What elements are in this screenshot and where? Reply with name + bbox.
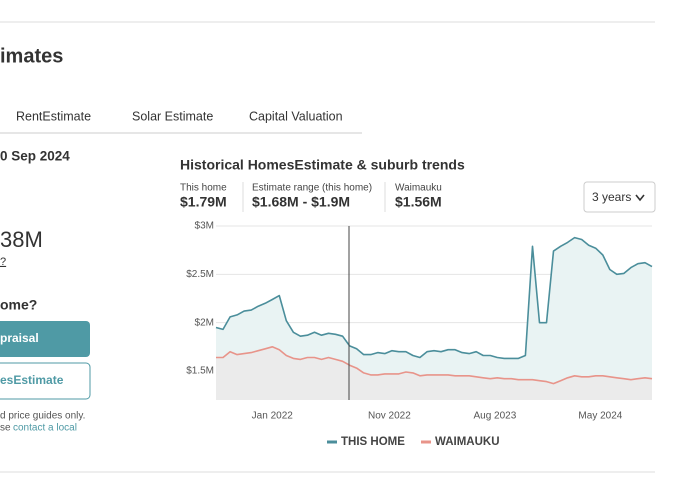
- x-tick-label: Jan 2022: [252, 411, 294, 422]
- tab[interactable]: Solar Estimate: [132, 109, 213, 123]
- contact-link[interactable]: contact a local: [13, 423, 77, 434]
- chevron: [635, 194, 645, 202]
- estimate-value: 38M: [0, 227, 43, 252]
- disclaimer: se: [0, 423, 11, 434]
- x-tick-label: May 2024: [578, 411, 622, 422]
- y-tick-label: $3M: [195, 221, 214, 232]
- plot: $1.5M $2M $2.5M $3M Jan 2022 Nov 2022 Aug 2023…: [186, 221, 653, 448]
- estimate-link[interactable]: ?: [0, 256, 6, 268]
- stat-value: $1.68M - $1.9M: [252, 194, 350, 210]
- legend-label: THIS HOME: [341, 436, 405, 448]
- button-label[interactable]: esEstimate: [0, 373, 64, 387]
- legend-label: WAIMAUKU: [435, 436, 500, 448]
- series-line: [216, 346, 653, 385]
- stat-value: $1.79M: [180, 194, 227, 210]
- y-tick-label: $2.5M: [186, 269, 214, 280]
- secondary-button[interactable]: [0, 362, 91, 400]
- y-tick-label: $2M: [195, 317, 214, 328]
- stat-label: This home: [180, 183, 227, 194]
- stat-label: Waimauku: [395, 183, 442, 194]
- series-area: [216, 346, 652, 400]
- button-label[interactable]: praisal: [0, 331, 39, 345]
- stat-label: Estimate range (this home): [252, 183, 372, 194]
- heading: imates: [0, 45, 63, 67]
- primary-button[interactable]: [0, 321, 90, 357]
- stat-value: $1.56M: [395, 194, 442, 210]
- range-select[interactable]: [583, 181, 656, 213]
- y-tick-label: $1.5M: [186, 366, 214, 377]
- question: ome?: [0, 297, 37, 313]
- disclaimer: d price guides only.: [0, 411, 85, 422]
- x-tick-label: Nov 2022: [368, 411, 411, 422]
- tab[interactable]: Capital Valuation: [249, 109, 343, 123]
- series-line: [215, 236, 653, 360]
- estimate-date: 0 Sep 2024: [0, 149, 70, 164]
- chart-title: Historical HomesEstimate & suburb trends: [180, 157, 465, 173]
- range-select-label[interactable]: 3 years: [592, 190, 631, 204]
- x-tick-label: Aug 2023: [473, 411, 516, 422]
- tab[interactable]: RentEstimate: [16, 109, 91, 123]
